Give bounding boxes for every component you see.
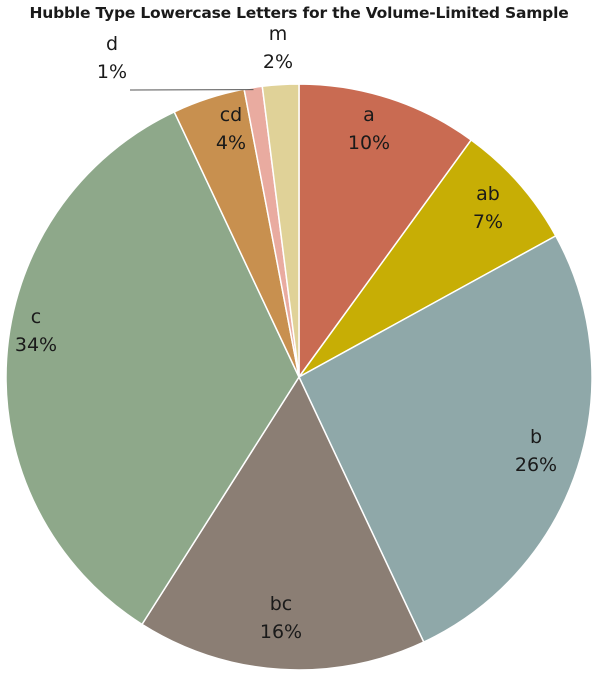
- slice-label-a: a: [363, 104, 375, 126]
- pie-slices: [5, 83, 593, 671]
- slice-percent-m: 2%: [263, 51, 293, 73]
- slice-label-cd: cd: [220, 104, 243, 126]
- slice-label-bc: bc: [270, 593, 293, 615]
- pie-slice-m: [261, 83, 300, 378]
- slice-percent-c: 34%: [15, 334, 57, 356]
- pie-slice-a: [298, 83, 473, 380]
- slice-label-b: b: [530, 426, 542, 448]
- slice-percent-cd: 4%: [216, 132, 246, 154]
- slice-percent-a: 10%: [348, 132, 390, 154]
- pie-labels: a 10% ab 7% b 26% bc 16% c 34% cd 4% d 1% m 2%: [15, 23, 557, 643]
- pie-slice-b: [298, 234, 593, 644]
- slice-label-c: c: [31, 306, 41, 328]
- slice-label-m: m: [269, 23, 288, 45]
- slice-percent-d: 1%: [97, 61, 127, 83]
- chart-title: Hubble Type Lowercase Letters for the Vo…: [29, 4, 569, 22]
- pie-slice-c: [5, 110, 300, 626]
- pie-slice-bc: [140, 375, 425, 671]
- slice-label-ab: ab: [476, 183, 500, 205]
- slice-percent-ab: 7%: [473, 211, 503, 233]
- slice-percent-b: 26%: [515, 454, 557, 476]
- slice-label-d: d: [106, 33, 118, 55]
- pie-slice-ab: [298, 138, 557, 378]
- slice-percent-bc: 16%: [260, 621, 302, 643]
